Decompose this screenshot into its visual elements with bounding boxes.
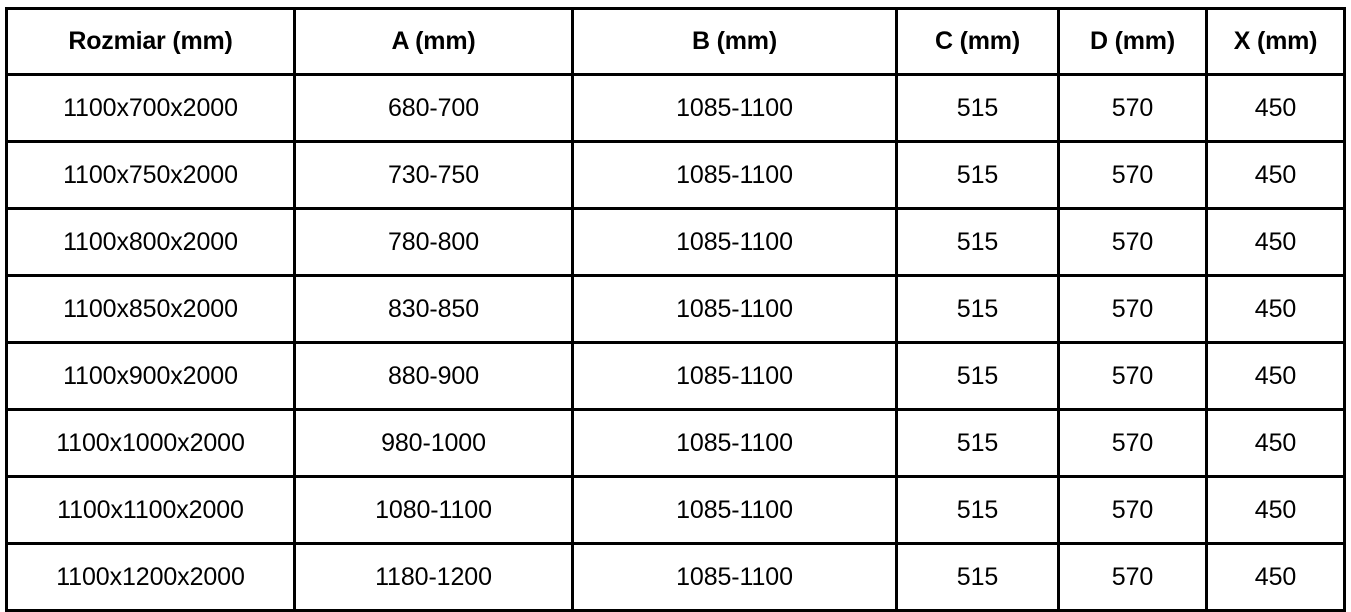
cell-c: 515 <box>895 207 1060 277</box>
table-row: 1100x1100x2000 1080-1100 1085-1100 515 5… <box>5 475 1346 545</box>
cell-x: 450 <box>1205 475 1346 545</box>
cell-a: 730-750 <box>293 140 574 210</box>
cell-b: 1085-1100 <box>571 475 898 545</box>
cell-d: 570 <box>1057 207 1208 277</box>
cell-a: 780-800 <box>293 207 574 277</box>
cell-b: 1085-1100 <box>571 542 898 612</box>
table-row: 1100x1000x2000 980-1000 1085-1100 515 57… <box>5 408 1346 478</box>
cell-d: 570 <box>1057 542 1208 612</box>
cell-x: 450 <box>1205 274 1346 344</box>
cell-a: 680-700 <box>293 73 574 143</box>
cell-x: 450 <box>1205 408 1346 478</box>
cell-d: 570 <box>1057 408 1208 478</box>
cell-a: 1080-1100 <box>293 475 574 545</box>
column-header-d: D (mm) <box>1057 7 1208 76</box>
table-row: 1100x700x2000 680-700 1085-1100 515 570 … <box>5 73 1346 143</box>
cell-size: 1100x800x2000 <box>5 207 296 277</box>
cell-size: 1100x700x2000 <box>5 73 296 143</box>
cell-c: 515 <box>895 475 1060 545</box>
cell-c: 515 <box>895 140 1060 210</box>
column-header-b: B (mm) <box>571 7 898 76</box>
column-header-x: X (mm) <box>1205 7 1346 76</box>
table-row: 1100x850x2000 830-850 1085-1100 515 570 … <box>5 274 1346 344</box>
dimensions-table: Rozmiar (mm) A (mm) B (mm) C (mm) D (mm)… <box>5 7 1346 612</box>
cell-c: 515 <box>895 73 1060 143</box>
dimensions-table-container: Rozmiar (mm) A (mm) B (mm) C (mm) D (mm)… <box>5 7 1346 612</box>
cell-size: 1100x900x2000 <box>5 341 296 411</box>
cell-d: 570 <box>1057 140 1208 210</box>
cell-d: 570 <box>1057 475 1208 545</box>
cell-size: 1100x1000x2000 <box>5 408 296 478</box>
column-header-c: C (mm) <box>895 7 1060 76</box>
cell-c: 515 <box>895 408 1060 478</box>
cell-size: 1100x1100x2000 <box>5 475 296 545</box>
cell-x: 450 <box>1205 341 1346 411</box>
cell-a: 880-900 <box>293 341 574 411</box>
cell-x: 450 <box>1205 73 1346 143</box>
cell-b: 1085-1100 <box>571 140 898 210</box>
cell-d: 570 <box>1057 341 1208 411</box>
table-row: 1100x750x2000 730-750 1085-1100 515 570 … <box>5 140 1346 210</box>
cell-d: 570 <box>1057 274 1208 344</box>
table-header-row: Rozmiar (mm) A (mm) B (mm) C (mm) D (mm)… <box>5 7 1346 76</box>
cell-d: 570 <box>1057 73 1208 143</box>
cell-a: 980-1000 <box>293 408 574 478</box>
cell-size: 1100x750x2000 <box>5 140 296 210</box>
cell-a: 830-850 <box>293 274 574 344</box>
cell-b: 1085-1100 <box>571 207 898 277</box>
table-row: 1100x900x2000 880-900 1085-1100 515 570 … <box>5 341 1346 411</box>
table-body: 1100x700x2000 680-700 1085-1100 515 570 … <box>5 73 1346 612</box>
cell-b: 1085-1100 <box>571 341 898 411</box>
table-header: Rozmiar (mm) A (mm) B (mm) C (mm) D (mm)… <box>5 7 1346 76</box>
cell-x: 450 <box>1205 542 1346 612</box>
cell-size: 1100x1200x2000 <box>5 542 296 612</box>
cell-c: 515 <box>895 274 1060 344</box>
cell-x: 450 <box>1205 140 1346 210</box>
cell-size: 1100x850x2000 <box>5 274 296 344</box>
column-header-size: Rozmiar (mm) <box>5 7 296 76</box>
cell-b: 1085-1100 <box>571 274 898 344</box>
table-row: 1100x1200x2000 1180-1200 1085-1100 515 5… <box>5 542 1346 612</box>
cell-a: 1180-1200 <box>293 542 574 612</box>
cell-b: 1085-1100 <box>571 408 898 478</box>
column-header-a: A (mm) <box>293 7 574 76</box>
cell-b: 1085-1100 <box>571 73 898 143</box>
table-row: 1100x800x2000 780-800 1085-1100 515 570 … <box>5 207 1346 277</box>
cell-c: 515 <box>895 542 1060 612</box>
cell-c: 515 <box>895 341 1060 411</box>
cell-x: 450 <box>1205 207 1346 277</box>
